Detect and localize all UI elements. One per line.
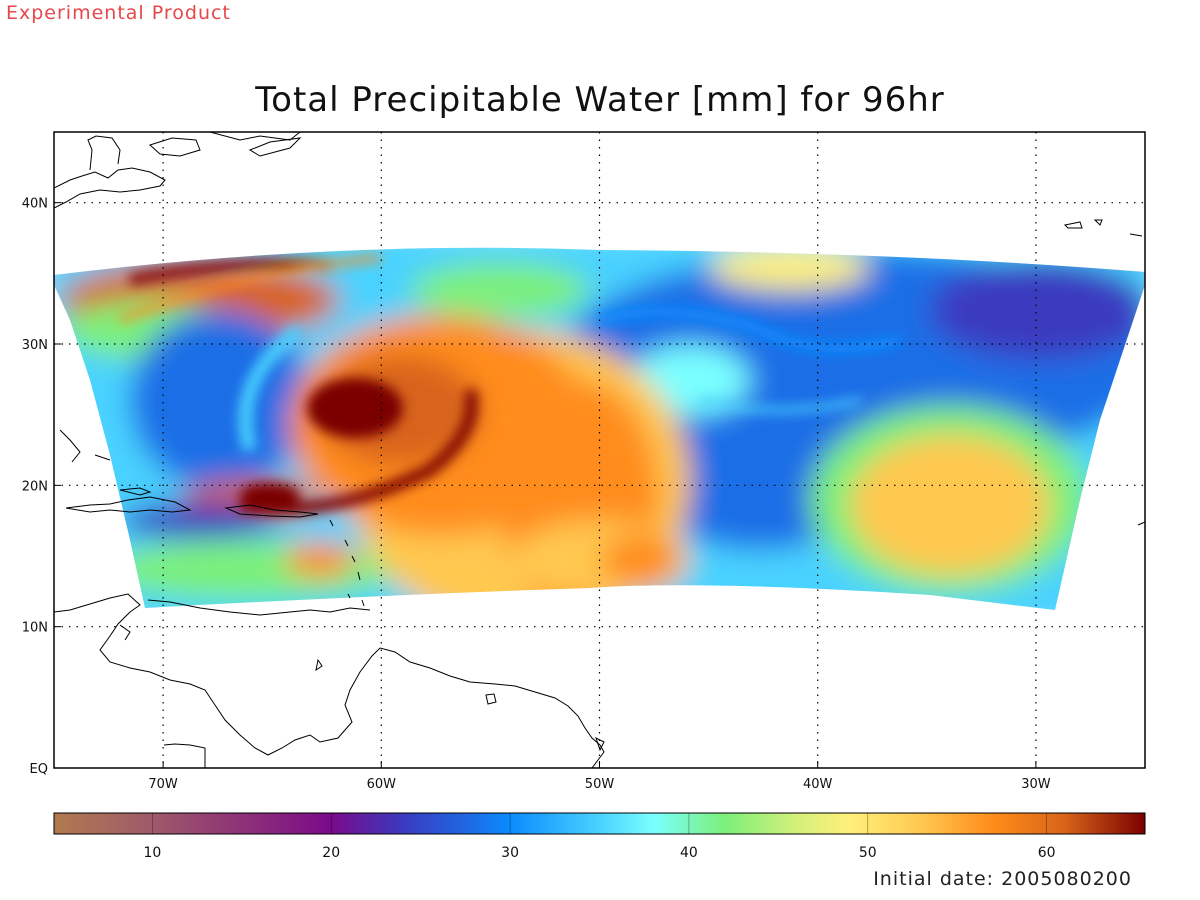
lat-tick-eq: EQ: [30, 762, 48, 777]
lon-tick-40w: 40W: [803, 777, 833, 792]
experimental-product-note: Experimental Product: [6, 2, 231, 24]
longitude-tick-labels: 70W 60W 50W 40W 30W: [148, 761, 1051, 792]
colorbar-tick-30: 30: [501, 845, 519, 861]
lat-tick-10n: 10N: [22, 621, 48, 636]
lat-tick-20n: 20N: [22, 479, 48, 494]
precipitable-water-field: [54, 247, 1145, 610]
colorbar-tick-20: 20: [322, 845, 340, 861]
lat-tick-40n: 40N: [22, 197, 48, 212]
lon-tick-50w: 50W: [585, 777, 615, 792]
colorbar-bar: [53, 812, 1146, 835]
coastlines: [54, 132, 1145, 768]
lon-tick-30w: 30W: [1021, 777, 1051, 792]
colorbar-tick-50: 50: [859, 845, 877, 861]
initial-date: Initial date: 2005080200: [873, 868, 1132, 890]
colorbar-tick-10: 10: [143, 845, 161, 861]
lon-tick-70w: 70W: [148, 777, 178, 792]
lat-tick-30n: 30N: [22, 338, 48, 353]
colorbar-tick-60: 60: [1038, 845, 1056, 861]
colorbar-tick-40: 40: [680, 845, 698, 861]
latitude-tick-labels: EQ 10N 20N 30N 40N: [22, 197, 61, 777]
map-title: Total Precipitable Water [mm] for 96hr: [255, 80, 945, 120]
lon-tick-60w: 60W: [367, 777, 397, 792]
lat-lon-gridlines: [54, 132, 1145, 768]
colorbar: 10 20 30 40 50 60: [53, 812, 1146, 861]
